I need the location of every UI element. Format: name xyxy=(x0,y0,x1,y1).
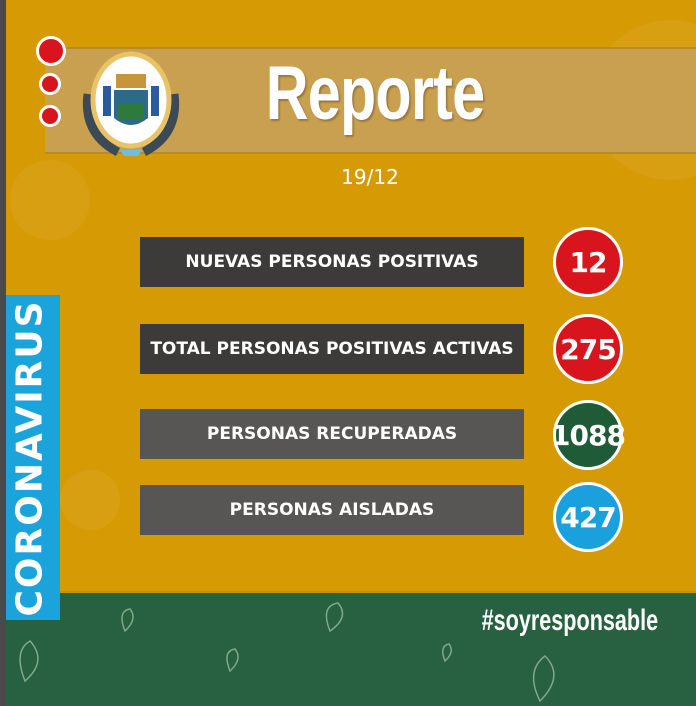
decor-dot xyxy=(39,73,61,95)
left-edge xyxy=(0,0,6,706)
decor-dot xyxy=(36,36,66,66)
stat-label-active-positives: TOTAL PERSONAS POSITIVAS ACTIVAS xyxy=(140,324,524,374)
stat-label-recovered: PERSONAS RECUPERADAS xyxy=(140,409,524,459)
decor-dot xyxy=(39,105,61,127)
stat-value-recovered: 1088 xyxy=(551,400,626,470)
page-title: Reporte xyxy=(265,51,485,136)
report-date: 19/12 xyxy=(341,165,399,189)
side-tab-label: CORONAVIRUS xyxy=(9,298,51,617)
coronavirus-side-tab: CORONAVIRUS xyxy=(0,295,60,620)
stat-value-active-positives: 275 xyxy=(553,314,623,384)
stat-value-isolated: 427 xyxy=(553,482,623,552)
decor-bubble xyxy=(10,160,90,240)
municipality-seal-logo xyxy=(82,51,180,157)
stat-label-new-positives: NUEVAS PERSONAS POSITIVAS xyxy=(140,237,524,287)
footer-band xyxy=(0,591,696,706)
stat-label-isolated: PERSONAS AISLADAS xyxy=(140,485,524,535)
stat-value-new-positives: 12 xyxy=(553,227,623,297)
leaf-decor-icon xyxy=(19,602,555,703)
hashtag: #soyresponsable xyxy=(481,604,658,637)
decor-bubble xyxy=(60,470,120,530)
